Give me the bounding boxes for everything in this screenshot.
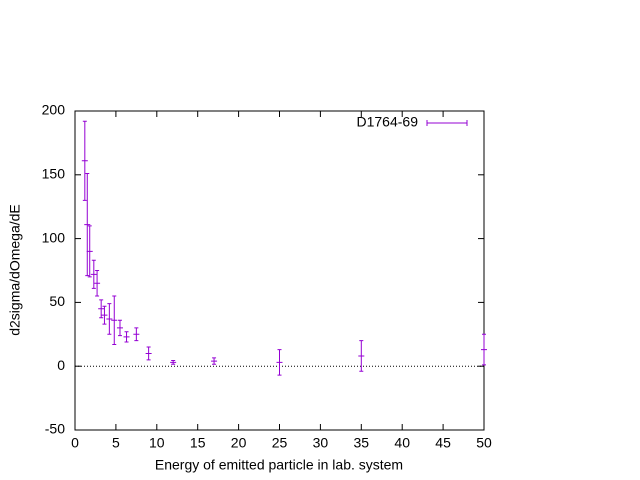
legend-label: D1764-69 (357, 114, 419, 130)
error-bar (276, 349, 283, 376)
error-bar-path (98, 299, 105, 319)
error-bar (86, 225, 93, 278)
y-tick-label: 100 (42, 229, 66, 245)
error-bar-path (211, 357, 218, 365)
error-bar-path (481, 333, 487, 366)
error-bar-path (358, 340, 365, 372)
x-tick-label: 15 (190, 435, 206, 451)
error-bar-path (116, 319, 123, 337)
error-bar-path (145, 346, 152, 361)
error-bar-path (170, 359, 177, 365)
error-bar (106, 303, 113, 335)
error-bar-path (133, 327, 140, 342)
error-bar (133, 327, 140, 342)
x-axis-label: Energy of emitted particle in lab. syste… (155, 457, 403, 473)
x-tick-label: 30 (313, 435, 329, 451)
error-bar (111, 295, 118, 346)
y-axis-label: d2sigma/dOmega/dE (7, 204, 23, 336)
error-bar-path (94, 270, 101, 297)
error-bar-path (101, 305, 108, 325)
error-bar-path (123, 331, 130, 343)
error-bar-path (90, 259, 97, 289)
error-bar (101, 305, 108, 325)
x-tick-label: 20 (231, 435, 247, 451)
error-bar (481, 333, 487, 366)
x-tick-label: 50 (476, 435, 492, 451)
error-bar (116, 319, 123, 337)
error-bar (123, 331, 130, 343)
error-bar (145, 346, 152, 361)
x-tick-label: 5 (112, 435, 120, 451)
error-bar-path (86, 225, 93, 278)
x-tick-label: 10 (149, 435, 165, 451)
error-bar-path (106, 303, 113, 335)
error-bar (211, 357, 218, 365)
error-bar (358, 340, 365, 372)
y-tick-label: 0 (57, 357, 65, 373)
x-tick-label: 35 (354, 435, 370, 451)
y-tick-label: 50 (49, 293, 65, 309)
error-bar (84, 173, 91, 277)
error-bar-path (84, 173, 91, 277)
error-bar (81, 120, 88, 201)
error-bar-path (81, 120, 88, 201)
legend-swatch (426, 120, 468, 126)
y-tick-label: 150 (42, 166, 66, 182)
error-bar (90, 259, 97, 289)
error-bar (94, 270, 101, 297)
y-tick-label: 200 (42, 102, 66, 118)
x-tick-label: 0 (71, 435, 79, 451)
error-bar-path (276, 349, 283, 376)
error-bar-path (111, 295, 118, 346)
error-bar (98, 299, 105, 319)
error-bar (170, 359, 177, 365)
x-tick-label: 25 (272, 435, 288, 451)
x-tick-label: 40 (394, 435, 410, 451)
y-tick-label: -50 (45, 421, 65, 437)
plot-frame (74, 110, 485, 431)
x-tick-label: 45 (435, 435, 451, 451)
